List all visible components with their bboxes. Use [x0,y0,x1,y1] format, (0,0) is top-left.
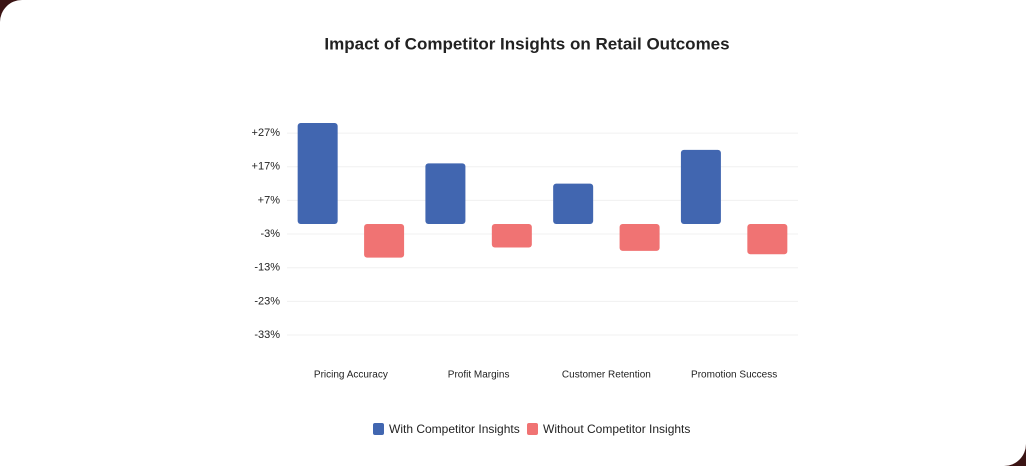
bar [491,223,532,248]
y-tick-label: -3% [260,228,280,240]
bar [619,223,660,251]
bar [364,223,405,258]
bar [680,149,721,224]
x-tick-label: Pricing Accuracy [314,370,388,381]
legend-label: Without Competitor Insights [543,422,690,436]
y-tick-label: +17% [252,161,281,173]
y-tick-label: +27% [252,127,281,139]
x-tick-label: Customer Retention [562,370,651,381]
x-tick-label: Profit Margins [448,370,510,381]
y-tick-label: -33% [254,329,280,341]
bar [747,223,788,255]
bar [553,183,594,224]
bar [297,123,338,224]
legend-swatch [373,423,384,435]
y-tick-label: -13% [254,262,280,274]
y-tick-label: -23% [254,295,280,307]
x-tick-label: Promotion Success [691,370,777,381]
legend-label: With Competitor Insights [389,422,520,436]
chart-title: Impact of Competitor Insights on Retail … [324,34,729,53]
bar [425,163,466,224]
legend-swatch [527,423,538,435]
y-tick-label: +7% [258,194,281,206]
